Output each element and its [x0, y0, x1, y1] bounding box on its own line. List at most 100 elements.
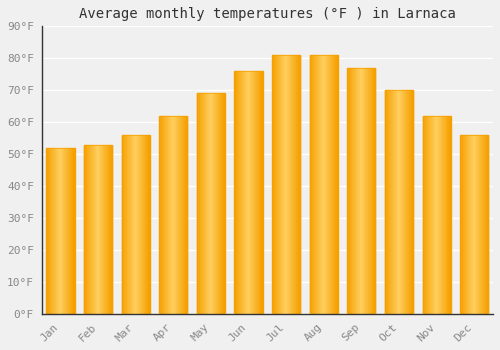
Bar: [177, 116, 178, 314]
Bar: [101, 145, 102, 314]
Bar: [200, 93, 202, 314]
Bar: [105, 145, 106, 314]
Bar: [445, 116, 446, 314]
Bar: [357, 68, 358, 314]
Bar: [132, 135, 133, 314]
Bar: [66, 148, 67, 314]
Bar: [250, 71, 251, 314]
Bar: [46, 148, 74, 314]
Bar: [462, 135, 463, 314]
Bar: [387, 90, 388, 314]
Bar: [215, 93, 216, 314]
Bar: [84, 145, 112, 314]
Bar: [172, 116, 174, 314]
Bar: [249, 71, 250, 314]
Bar: [243, 71, 244, 314]
Bar: [365, 68, 366, 314]
Bar: [408, 90, 409, 314]
Bar: [422, 116, 423, 314]
Bar: [389, 90, 390, 314]
Bar: [184, 116, 185, 314]
Bar: [160, 116, 161, 314]
Bar: [448, 116, 449, 314]
Bar: [72, 148, 73, 314]
Bar: [134, 135, 135, 314]
Bar: [449, 116, 450, 314]
Bar: [284, 55, 285, 314]
Bar: [85, 145, 86, 314]
Bar: [314, 55, 316, 314]
Bar: [436, 116, 437, 314]
Bar: [179, 116, 180, 314]
Bar: [391, 90, 392, 314]
Bar: [424, 116, 425, 314]
Bar: [311, 55, 312, 314]
Bar: [239, 71, 240, 314]
Bar: [407, 90, 408, 314]
Bar: [368, 68, 370, 314]
Bar: [261, 71, 262, 314]
Bar: [289, 55, 290, 314]
Bar: [256, 71, 257, 314]
Bar: [245, 71, 246, 314]
Bar: [335, 55, 336, 314]
Bar: [60, 148, 61, 314]
Bar: [292, 55, 293, 314]
Bar: [73, 148, 74, 314]
Bar: [422, 116, 450, 314]
Bar: [363, 68, 364, 314]
Bar: [320, 55, 321, 314]
Bar: [464, 135, 465, 314]
Bar: [321, 55, 322, 314]
Bar: [237, 71, 238, 314]
Bar: [277, 55, 278, 314]
Bar: [275, 55, 276, 314]
Bar: [290, 55, 291, 314]
Bar: [126, 135, 127, 314]
Bar: [186, 116, 187, 314]
Bar: [355, 68, 356, 314]
Bar: [92, 145, 93, 314]
Bar: [198, 93, 199, 314]
Bar: [123, 135, 124, 314]
Bar: [161, 116, 162, 314]
Bar: [400, 90, 402, 314]
Bar: [399, 90, 400, 314]
Bar: [84, 145, 85, 314]
Bar: [318, 55, 319, 314]
Bar: [352, 68, 353, 314]
Bar: [139, 135, 140, 314]
Bar: [211, 93, 212, 314]
Bar: [280, 55, 281, 314]
Bar: [442, 116, 443, 314]
Bar: [260, 71, 261, 314]
Bar: [312, 55, 313, 314]
Bar: [147, 135, 148, 314]
Bar: [217, 93, 218, 314]
Bar: [253, 71, 254, 314]
Bar: [327, 55, 328, 314]
Bar: [221, 93, 222, 314]
Bar: [476, 135, 477, 314]
Bar: [471, 135, 472, 314]
Bar: [358, 68, 359, 314]
Bar: [412, 90, 413, 314]
Bar: [54, 148, 55, 314]
Bar: [274, 55, 275, 314]
Bar: [361, 68, 362, 314]
Bar: [411, 90, 412, 314]
Bar: [374, 68, 375, 314]
Bar: [140, 135, 141, 314]
Bar: [97, 145, 98, 314]
Bar: [175, 116, 176, 314]
Bar: [473, 135, 474, 314]
Bar: [100, 145, 101, 314]
Bar: [96, 145, 97, 314]
Bar: [354, 68, 355, 314]
Bar: [131, 135, 132, 314]
Bar: [67, 148, 68, 314]
Bar: [470, 135, 471, 314]
Bar: [336, 55, 338, 314]
Bar: [428, 116, 430, 314]
Bar: [404, 90, 405, 314]
